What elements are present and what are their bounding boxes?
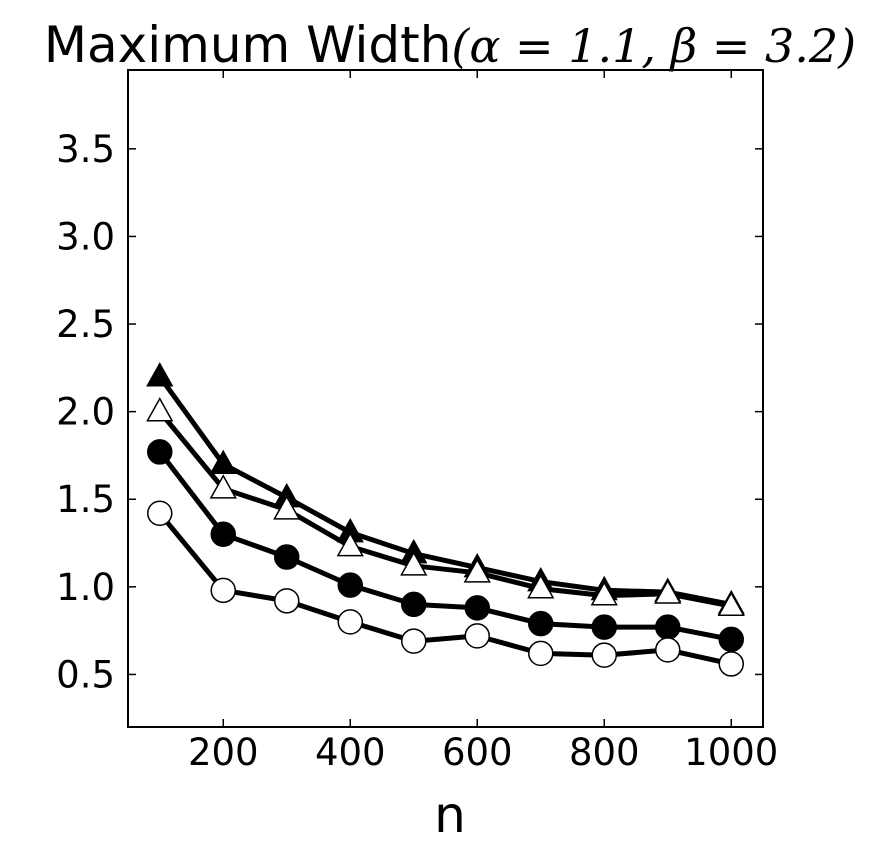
plot-frame bbox=[127, 69, 764, 728]
y-tick-label: 3.5 bbox=[56, 128, 115, 171]
data-point bbox=[654, 579, 682, 604]
data-point bbox=[591, 614, 617, 640]
chart-title-params: (α = 1.1, β = 3.2) bbox=[451, 19, 856, 73]
data-point bbox=[273, 495, 301, 520]
series-circle-filled bbox=[157, 450, 732, 642]
x-tick-label: 800 bbox=[569, 731, 640, 774]
data-point bbox=[464, 623, 490, 649]
y-tick-label: 2.0 bbox=[56, 391, 115, 434]
y-tick-label: 2.5 bbox=[56, 303, 115, 346]
series-line bbox=[157, 375, 732, 607]
data-point bbox=[401, 628, 427, 654]
data-point bbox=[464, 595, 490, 621]
data-point bbox=[717, 591, 745, 616]
chart-title: Maximum Width(α = 1.1, β = 3.2) bbox=[44, 16, 856, 74]
data-point bbox=[528, 640, 554, 667]
data-point bbox=[655, 637, 681, 663]
data-point bbox=[210, 577, 236, 604]
markers-circle-filled bbox=[147, 439, 744, 653]
axis-ticks: 200 400 600 800 1000 0.5 1.0 1.5 2.0 2.5 3.0 3.5 bbox=[56, 70, 778, 774]
data-point bbox=[147, 500, 173, 527]
data-point bbox=[209, 449, 237, 475]
x-tick-label: 400 bbox=[315, 731, 386, 774]
data-point bbox=[337, 609, 363, 635]
data-point bbox=[718, 651, 744, 677]
series-layer bbox=[146, 362, 745, 677]
markers-circle-open bbox=[147, 500, 744, 677]
x-tick-label: 1000 bbox=[684, 731, 778, 774]
series-triangle-filled bbox=[157, 375, 732, 607]
data-point bbox=[209, 474, 237, 499]
y-tick-label: 3.0 bbox=[56, 215, 115, 258]
data-point bbox=[336, 532, 364, 557]
markers-triangle-open bbox=[146, 397, 745, 616]
data-point bbox=[527, 574, 555, 599]
series-line bbox=[157, 410, 732, 609]
x-tick-label: 200 bbox=[188, 731, 259, 774]
y-tick-label: 0.5 bbox=[56, 653, 115, 696]
data-point bbox=[146, 362, 174, 387]
data-point bbox=[210, 521, 236, 548]
data-point bbox=[147, 439, 173, 465]
y-tick-label: 1.0 bbox=[56, 566, 115, 609]
data-point bbox=[274, 544, 300, 570]
data-point bbox=[655, 614, 681, 640]
x-axis-label: n bbox=[434, 786, 466, 844]
data-point bbox=[401, 591, 427, 618]
y-tick-label: 1.5 bbox=[56, 478, 115, 521]
data-point bbox=[463, 558, 491, 583]
data-point bbox=[337, 572, 363, 598]
series-line bbox=[157, 511, 732, 667]
markers-triangle-filled bbox=[146, 362, 745, 615]
data-point bbox=[718, 626, 744, 653]
data-point bbox=[591, 642, 617, 668]
chart-title-text: Maximum Width bbox=[44, 16, 452, 74]
series-triangle-open bbox=[157, 410, 732, 609]
series-line bbox=[157, 450, 732, 642]
data-point bbox=[528, 610, 554, 637]
x-tick-label: 600 bbox=[442, 731, 513, 774]
series-circle-open bbox=[157, 511, 732, 667]
data-point bbox=[146, 397, 174, 422]
data-point bbox=[274, 588, 300, 614]
data-point bbox=[590, 581, 618, 606]
data-point bbox=[400, 551, 428, 576]
